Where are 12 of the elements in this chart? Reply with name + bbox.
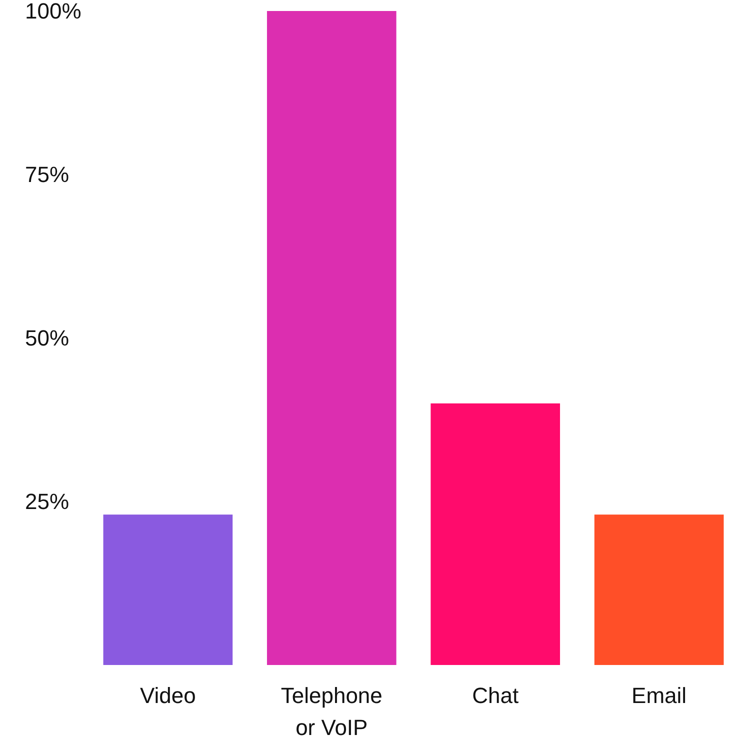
- x-tick-label: Email: [632, 683, 687, 708]
- bar: [266, 11, 396, 665]
- y-tick-label: 25%: [25, 489, 70, 514]
- bar: [430, 403, 560, 665]
- y-tick-label: 75%: [25, 162, 70, 188]
- bar: [594, 514, 724, 665]
- y-tick-label: 50%: [25, 326, 70, 351]
- x-tick-label: Chat: [472, 683, 519, 708]
- x-tick-label: Video: [140, 683, 196, 708]
- x-tick-label: Telephone or VoIP: [280, 683, 382, 738]
- bar: [103, 514, 233, 665]
- y-tick-label: 100%: [25, 0, 82, 24]
